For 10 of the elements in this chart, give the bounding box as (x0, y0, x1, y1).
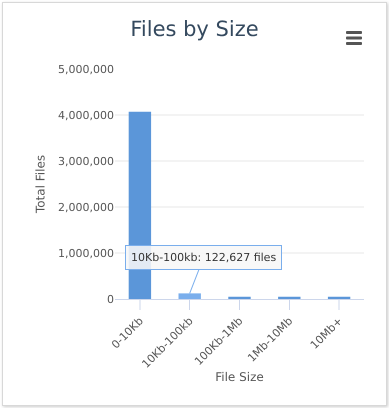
y-tick-label: 3,000,000 (58, 154, 114, 168)
y-tick-label: 4,000,000 (58, 108, 114, 122)
y-tick-label: 5,000,000 (58, 62, 114, 76)
x-axis-title: File Size (215, 370, 264, 384)
chart-title: Files by Size (130, 16, 259, 41)
y-tick-label: 2,000,000 (58, 200, 114, 214)
y-tick-label: 1,000,000 (58, 246, 114, 260)
annotation: 10Kb-100kb: 122,627 files (131, 251, 276, 264)
y-axis-title: Total Files (33, 154, 48, 214)
y-tick-label: 0 (107, 292, 114, 306)
